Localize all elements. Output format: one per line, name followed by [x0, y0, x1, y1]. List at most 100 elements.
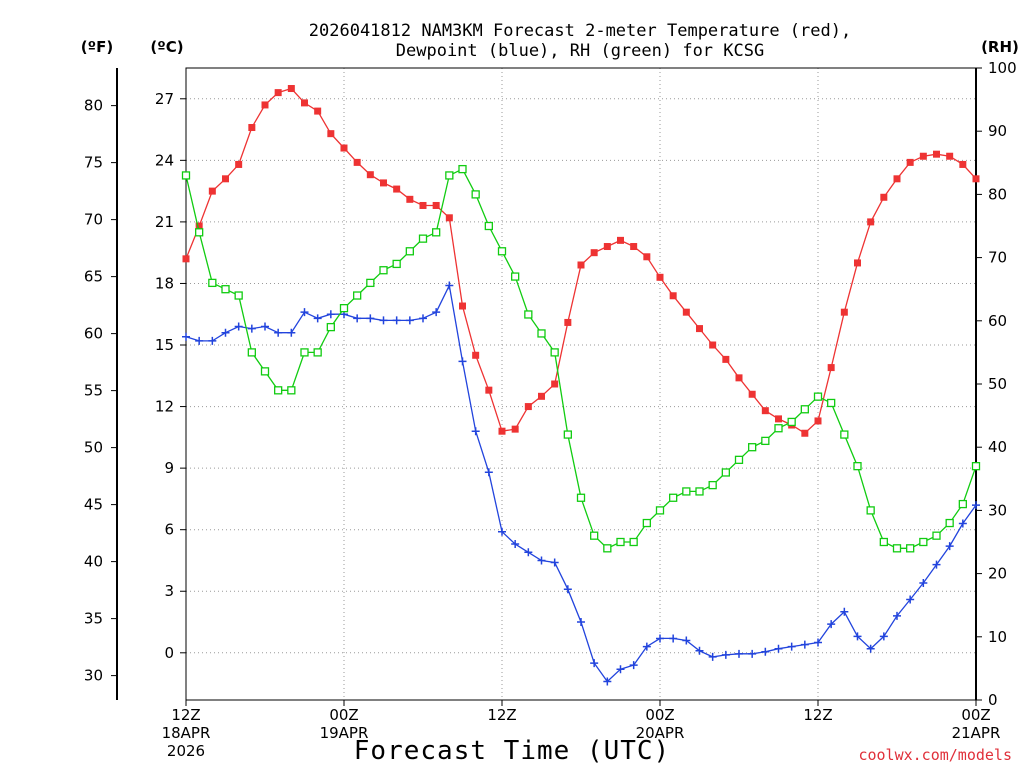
fahrenheit-tick-label: 50 [84, 439, 103, 457]
data-point [221, 285, 230, 294]
data-point [538, 392, 545, 400]
data-point [550, 348, 559, 357]
data-point [827, 364, 835, 372]
data-point [261, 101, 269, 109]
data-point [405, 247, 414, 256]
data-point [234, 291, 243, 300]
data-point [432, 308, 441, 317]
data-point [484, 468, 493, 477]
data-point [551, 380, 559, 388]
data-point [445, 281, 454, 290]
data-point [458, 357, 467, 366]
data-point [787, 417, 796, 427]
data-point [933, 150, 940, 158]
data-point [366, 314, 375, 323]
rh-tick-label: 0 [988, 691, 998, 709]
data-point [248, 124, 256, 132]
data-point [656, 634, 664, 643]
data-point [669, 634, 678, 643]
data-point [274, 89, 282, 97]
data-point [181, 171, 191, 180]
fahrenheit-tick-label: 60 [84, 325, 103, 343]
data-point [590, 249, 598, 257]
series-line [185, 168, 977, 550]
data-point [879, 537, 888, 547]
data-point [300, 308, 309, 317]
data-point [800, 640, 809, 649]
data-point [748, 443, 757, 452]
data-point [643, 253, 651, 261]
data-point [550, 558, 559, 567]
x-tick-label: 21APR [952, 724, 1001, 742]
data-point [682, 487, 691, 496]
data-point [366, 278, 375, 288]
data-point [497, 247, 507, 256]
fahrenheit-tick-label: 45 [84, 496, 103, 514]
data-point [735, 374, 743, 382]
x-tick-label: 00Z [329, 706, 358, 724]
data-point [748, 649, 757, 658]
data-point [418, 234, 428, 243]
data-point [630, 243, 638, 251]
series-dewpoint [182, 281, 980, 686]
rh-tick-label: 10 [988, 628, 1007, 646]
data-point [919, 579, 928, 588]
data-point [353, 158, 361, 166]
data-point [696, 325, 703, 333]
data-point [617, 236, 624, 244]
celsius-tick-label: 27 [155, 90, 174, 108]
data-point [524, 310, 533, 319]
data-point [906, 158, 914, 166]
data-point [748, 390, 756, 398]
fahrenheit-unit-label: (ºF) [81, 38, 113, 56]
x-axis-title: Forecast Time (UTC) [354, 736, 670, 766]
data-point [603, 243, 611, 251]
data-point [432, 228, 441, 237]
data-point [906, 595, 915, 604]
x-tick-label: 2026 [167, 742, 205, 760]
data-point [524, 403, 532, 411]
data-point [814, 638, 822, 647]
data-point [563, 430, 572, 439]
data-point [498, 527, 506, 536]
data-point [260, 367, 270, 376]
data-point [484, 221, 493, 231]
data-point [642, 518, 651, 528]
data-point [880, 193, 888, 201]
data-point [458, 164, 467, 174]
data-point [182, 255, 190, 263]
data-point [511, 272, 520, 281]
data-point [840, 607, 849, 616]
data-point [656, 273, 664, 281]
tick-labels: 30 35 40 45 50 55 60 65 70 75 80 0 3 6 9 12 15 18 21 24 27 0 1… [84, 59, 1017, 760]
data-point [761, 647, 770, 656]
axes [111, 67, 982, 706]
rh-tick-label: 80 [988, 185, 1007, 203]
data-point [379, 316, 388, 325]
rh-tick-label: 20 [988, 565, 1007, 583]
data-point [669, 292, 677, 300]
data-point [616, 537, 625, 547]
data-point [182, 332, 190, 341]
celsius-unit-label: (ºC) [150, 38, 183, 56]
data-point [353, 314, 362, 323]
rh-tick-label: 90 [988, 122, 1007, 140]
data-point [932, 531, 941, 540]
data-point [326, 310, 335, 319]
data-point [774, 644, 783, 653]
celsius-tick-label: 0 [164, 644, 174, 662]
data-point [406, 195, 414, 203]
data-point [761, 407, 769, 415]
data-point [959, 160, 967, 168]
data-point [472, 351, 480, 359]
data-point [827, 398, 836, 408]
data-point [563, 585, 572, 594]
data-point [867, 218, 875, 226]
data-point [827, 620, 836, 629]
data-point [800, 405, 809, 414]
data-point [774, 424, 783, 433]
data-point [709, 341, 717, 349]
data-point [853, 462, 862, 471]
data-point [813, 392, 823, 401]
